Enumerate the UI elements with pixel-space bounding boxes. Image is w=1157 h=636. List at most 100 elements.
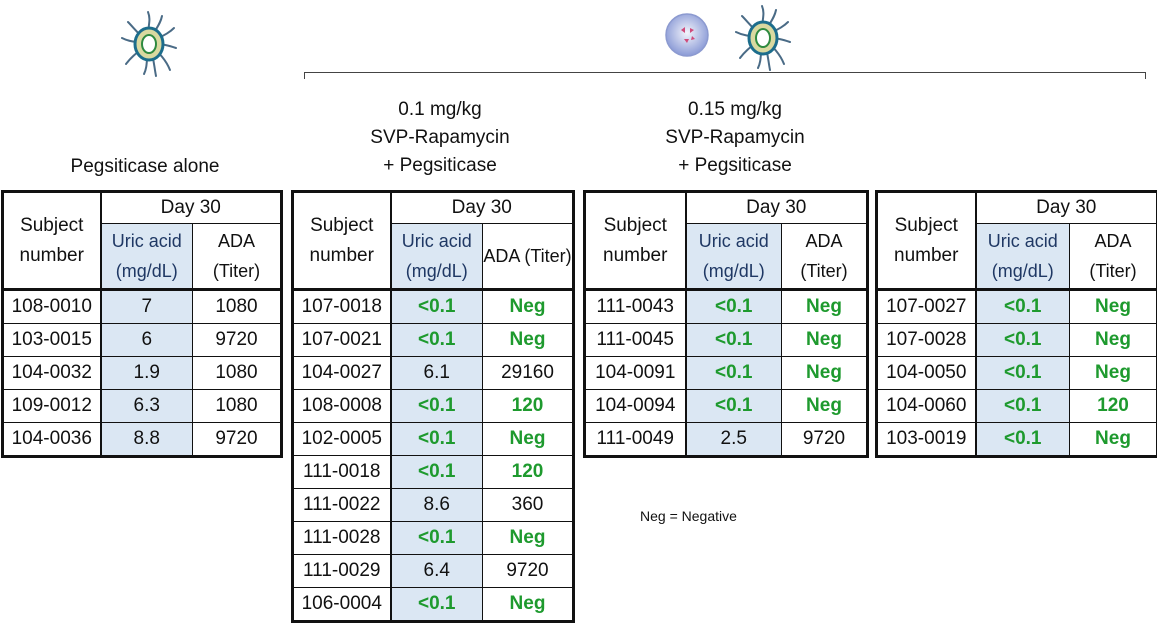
table-row: 108-0008 <0.1 120 [292,389,575,423]
table-pegsiticase-alone: Subject number Day 30 Uric acid (mg/dL) ADA… [1,190,284,458]
group-3-title: 0.15 mg/kg SVP-Rapamycin + Pegsiticase [625,96,845,180]
header-row-2: Uric acid (mg/dL) ADA (Titer) [292,223,575,290]
subject-number-cell: 104-0091 [584,356,687,390]
group-3-title-line-1: 0.15 mg/kg [688,99,782,120]
subject-number-header: Subject number [292,191,392,290]
ada-titer-cell: Neg [481,422,575,456]
table-row: 103-0015 6 9720 [2,323,283,357]
ada-titer-cell: 1080 [191,289,283,324]
ada-titer-cell: 1080 [191,389,283,423]
ada-titer-cell: Neg [780,289,869,324]
subject-number-cell: 104-0027 [292,356,392,390]
header-row-1: Subject number Day 30 [876,191,1157,290]
ada-titer-cell: 29160 [481,356,575,390]
table-row: 109-0012 6.3 1080 [2,389,283,423]
ada-titer-cell: 120 [481,389,575,423]
uric-acid-cell: <0.1 [975,389,1070,423]
table-row: 111-0029 6.4 9720 [292,554,575,588]
ada-titer-cell: Neg [481,323,575,357]
subject-number-cell: 104-0032 [2,356,102,390]
ada-titer-cell: 120 [1068,389,1157,423]
subject-number-cell: 107-0021 [292,323,392,357]
subject-number-cell: 104-0094 [584,389,687,423]
uric-acid-cell: 1.9 [100,356,193,390]
table-row: 104-0060 <0.1 120 [876,389,1157,423]
uric-acid-cell: <0.1 [975,289,1070,324]
ada-titer-cell: 120 [481,455,575,489]
table-0.15-svp-rapamycin-b: Subject number Day 30 Uric acid (mg/dL) ADA… [875,190,1157,458]
subject-number-cell: 103-0019 [876,422,977,457]
ada-titer-cell: 1080 [191,356,283,390]
uric-acid-cell: <0.1 [390,289,483,324]
subject-number-cell: 111-0043 [584,289,687,324]
table-row: 104-0027 6.1 29160 [292,356,575,390]
header-row-2: Uric acid (mg/dL) ADA (Titer) [584,223,869,290]
uric-acid-cell: 6 [100,323,193,357]
group-2-title-line-2: SVP-Rapamycin [370,127,510,148]
table-row: 104-0032 1.9 1080 [2,356,283,390]
uric-acid-header: Uric acid (mg/dL) [975,223,1070,290]
header-row-2: Uric acid (mg/dL) ADA (Titer) [876,223,1157,290]
uric-acid-cell: <0.1 [390,455,483,489]
ada-titer-header: ADA (Titer) [191,223,283,290]
ada-titer-cell: 9720 [191,422,283,457]
ada-titer-header: ADA (Titer) [1068,223,1157,290]
subject-number-cell: 111-0018 [292,455,392,489]
subject-number-cell: 108-0008 [292,389,392,423]
ada-titer-cell: Neg [1068,422,1157,457]
ada-titer-header: ADA (Titer) [780,223,869,290]
subject-number-cell: 107-0018 [292,289,392,324]
nanoparticle-icon [665,13,709,57]
table-row: 103-0019 <0.1 Neg [876,422,1157,457]
day-30-header: Day 30 [389,191,575,224]
day-30-header: Day 30 [684,191,869,224]
uric-acid-cell: 7 [100,289,193,324]
group-2-title-line-3: + Pegsiticase [383,155,497,176]
table-0.1-svp-rapamycin: Subject number Day 30 Uric acid (mg/dL) ADA… [291,190,576,623]
table-row: 107-0027 <0.1 Neg [876,289,1157,324]
uric-acid-cell: <0.1 [685,356,782,390]
uric-acid-header: Uric acid (mg/dL) [100,223,193,290]
uric-acid-cell: 6.1 [390,356,483,390]
ada-titer-header: ADA (Titer) [481,223,575,290]
uric-acid-header: Uric acid (mg/dL) [390,223,483,290]
group-1-title-line: Pegsiticase alone [70,156,220,177]
table-row: 111-0022 8.6 360 [292,488,575,522]
table-row: 106-0004 <0.1 Neg [292,587,575,622]
uric-acid-cell: 6.4 [390,554,483,588]
subject-number-cell: 107-0028 [876,323,977,357]
table-row: 107-0028 <0.1 Neg [876,323,1157,357]
subject-number-header: Subject number [584,191,687,290]
group-2-title-line-1: 0.1 mg/kg [398,99,482,120]
ada-titer-cell: Neg [780,356,869,390]
uric-acid-cell: <0.1 [975,422,1070,457]
ada-titer-cell: Neg [481,521,575,555]
group-1-title: Pegsiticase alone [40,153,250,181]
subject-number-header: Subject number [876,191,977,290]
uric-acid-cell: 6.3 [100,389,193,423]
uric-acid-cell: <0.1 [975,323,1070,357]
uric-acid-cell: <0.1 [685,289,782,324]
subject-number-cell: 102-0005 [292,422,392,456]
table-row: 107-0018 <0.1 Neg [292,289,575,324]
table-row: 107-0021 <0.1 Neg [292,323,575,357]
group-bracket [304,72,1146,79]
day-30-header: Day 30 [99,191,283,224]
header-row-2: Uric acid (mg/dL) ADA (Titer) [2,223,283,290]
uric-acid-cell: 8.8 [100,422,193,457]
subject-number-cell: 111-0022 [292,488,392,522]
ada-titer-cell: Neg [1068,289,1157,324]
subject-number-cell: 104-0060 [876,389,977,423]
pegsiticase-particle-icon-2 [735,5,791,71]
ada-titer-cell: Neg [1068,356,1157,390]
uric-acid-cell: <0.1 [390,389,483,423]
subject-number-cell: 104-0036 [2,422,102,457]
ada-titer-cell: Neg [1068,323,1157,357]
header-row-1: Subject number Day 30 [292,191,575,290]
uric-acid-cell: 8.6 [390,488,483,522]
subject-number-cell: 103-0015 [2,323,102,357]
subject-number-cell: 111-0028 [292,521,392,555]
uric-acid-cell: 2.5 [685,422,782,457]
legend-neg-negative: Neg = Negative [640,508,737,524]
uric-acid-cell: <0.1 [975,356,1070,390]
